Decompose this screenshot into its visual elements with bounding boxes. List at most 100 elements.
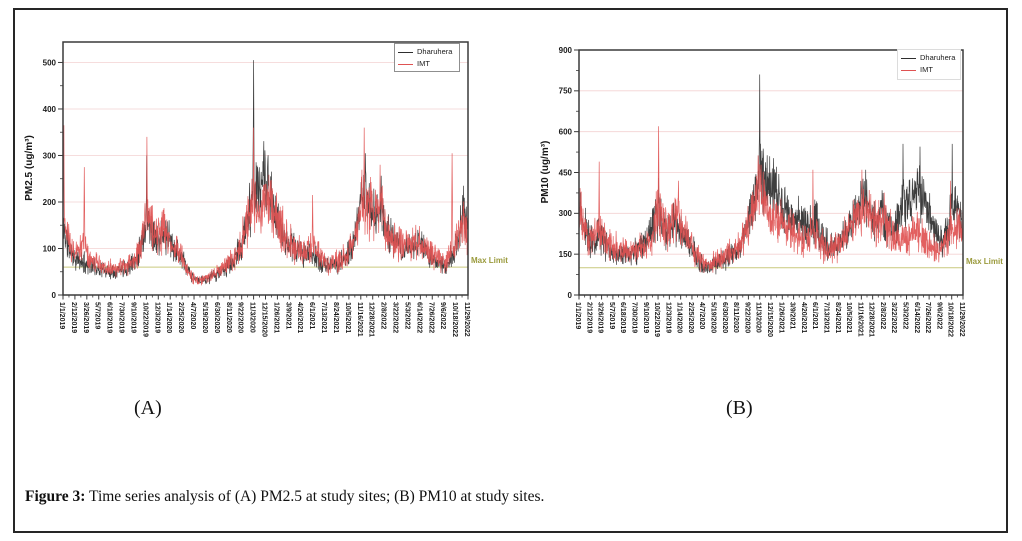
x-tick-label: 12/15/2020: [261, 302, 268, 337]
x-tick-label: 9/6/2022: [935, 302, 942, 329]
panel-b-letter: (B): [726, 397, 753, 419]
x-tick-label: 9/10/2019: [642, 302, 649, 333]
x-tick-label: 3/22/2022: [392, 302, 399, 333]
x-tick-label: 10/18/2022: [947, 302, 954, 337]
legend-entry: Dharuhera: [398, 46, 455, 58]
x-tick-label: 3/26/2019: [82, 302, 89, 333]
y-tick-label: 150: [559, 250, 573, 259]
legend-line-sample-imt: [398, 63, 413, 65]
x-tick-label: 6/30/2020: [721, 302, 728, 333]
figure-caption-text: Time series analysis of (A) PM2.5 at stu…: [85, 488, 545, 505]
panel-a-letter: (A): [134, 397, 162, 419]
x-tick-label: 3/26/2019: [597, 302, 604, 333]
x-tick-label: 2/8/2022: [380, 302, 387, 329]
chart-a-legend: Dharuhera IMT: [394, 43, 460, 72]
x-tick-label: 6/1/2021: [308, 302, 315, 329]
y-tick-label: 300: [559, 209, 573, 218]
x-tick-label: 6/18/2019: [619, 302, 626, 333]
y-tick-label: 100: [43, 244, 57, 253]
y-tick-label: 600: [559, 127, 573, 136]
x-tick-label: 2/12/2019: [585, 302, 592, 333]
chart-b-y-axis-label: PM10 (ug/m³): [540, 140, 551, 204]
legend-entry: IMT: [398, 58, 455, 70]
y-tick-label: 0: [568, 291, 573, 300]
legend-label: IMT: [920, 65, 933, 74]
x-tick-label: 6/14/2022: [913, 302, 920, 333]
x-tick-label: 5/3/2022: [902, 302, 909, 329]
y-tick-label: 0: [52, 291, 57, 300]
x-tick-label: 1/26/2021: [777, 302, 784, 333]
x-tick-label: 12/28/2021: [868, 302, 875, 337]
figure-border-box: [13, 8, 1008, 533]
x-tick-label: 6/30/2020: [213, 302, 220, 333]
series-imt: [62, 125, 469, 286]
x-tick-label: 1/14/2020: [165, 302, 172, 333]
x-tick-label: 8/11/2020: [732, 302, 739, 333]
x-tick-label: 7/30/2019: [630, 302, 637, 333]
y-tick-label: 500: [43, 58, 57, 67]
legend-entry: IMT: [901, 64, 956, 76]
x-tick-label: 12/3/2019: [664, 302, 671, 333]
x-tick-label: 5/7/2019: [608, 302, 615, 329]
x-tick-label: 10/22/2019: [141, 302, 148, 337]
x-tick-label: 7/26/2022: [924, 302, 931, 333]
chart-a-max-limit-label: Max Limit: [471, 256, 508, 265]
x-tick-label: 1/26/2021: [272, 302, 279, 333]
x-tick-label: 8/24/2021: [834, 302, 841, 333]
x-tick-label: 11/3/2020: [755, 302, 762, 333]
figure-caption-prefix: Figure 3:: [25, 488, 86, 505]
x-tick-label: 11/29/2022: [463, 302, 470, 337]
x-tick-label: 12/3/2019: [153, 302, 160, 333]
x-tick-label: 4/20/2021: [800, 302, 807, 333]
y-tick-label: 300: [43, 151, 57, 160]
x-tick-label: 12/15/2020: [766, 302, 773, 337]
x-tick-label: 10/22/2019: [653, 302, 660, 337]
x-tick-label: 2/12/2019: [70, 302, 77, 333]
x-tick-label: 4/20/2021: [296, 302, 303, 333]
y-tick-label: 750: [559, 87, 573, 96]
x-tick-label: 7/13/2021: [822, 302, 829, 333]
y-tick-label: 200: [43, 198, 57, 207]
x-tick-label: 5/19/2020: [201, 302, 208, 333]
x-tick-label: 5/3/2022: [403, 302, 410, 329]
x-tick-label: 1/1/2019: [58, 302, 65, 329]
x-tick-label: 10/18/2022: [451, 302, 458, 337]
x-tick-label: 2/25/2020: [177, 302, 184, 333]
x-tick-label: 1/14/2020: [676, 302, 683, 333]
x-tick-label: 1/1/2019: [574, 302, 581, 329]
legend-entry: Dharuhera: [901, 52, 956, 64]
figure-caption: Figure 3: Time series analysis of (A) PM…: [25, 488, 975, 506]
y-tick-label: 450: [559, 168, 573, 177]
x-tick-label: 11/3/2020: [249, 302, 256, 333]
legend-line-sample-dharuhera: [398, 51, 413, 53]
x-tick-label: 3/9/2021: [284, 302, 291, 329]
y-tick-label: 900: [559, 46, 573, 55]
x-tick-label: 3/9/2021: [789, 302, 796, 329]
x-tick-label: 12/28/2021: [368, 302, 375, 337]
x-tick-label: 11/29/2022: [958, 302, 965, 337]
x-tick-label: 7/13/2021: [320, 302, 327, 333]
x-tick-label: 6/14/2022: [415, 302, 422, 333]
x-tick-label: 11/16/2021: [856, 302, 863, 337]
series-imt: [578, 126, 964, 273]
x-tick-label: 2/8/2022: [879, 302, 886, 329]
x-tick-label: 8/24/2021: [332, 302, 339, 333]
x-tick-label: 4/7/2020: [698, 302, 705, 329]
x-tick-label: 5/19/2020: [710, 302, 717, 333]
x-tick-label: 6/1/2021: [811, 302, 818, 329]
legend-line-sample-dharuhera: [901, 57, 916, 59]
chart-b-legend: Dharuhera IMT: [897, 49, 961, 80]
x-tick-label: 5/7/2019: [94, 302, 101, 329]
x-tick-label: 6/18/2019: [106, 302, 113, 333]
series-dharuhera: [578, 74, 964, 275]
legend-line-sample-imt: [901, 69, 916, 71]
x-tick-label: 9/22/2020: [237, 302, 244, 333]
x-tick-label: 9/6/2022: [439, 302, 446, 329]
x-tick-label: 11/16/2021: [356, 302, 363, 337]
panel-A: 0 100 200 300 400 500 1/1/2019 2/12/2019 3/26/20…: [43, 41, 470, 337]
chart-b-max-limit-label: Max Limit: [966, 257, 1003, 266]
x-tick-label: 7/26/2022: [427, 302, 434, 333]
x-tick-label: 7/30/2019: [118, 302, 125, 333]
